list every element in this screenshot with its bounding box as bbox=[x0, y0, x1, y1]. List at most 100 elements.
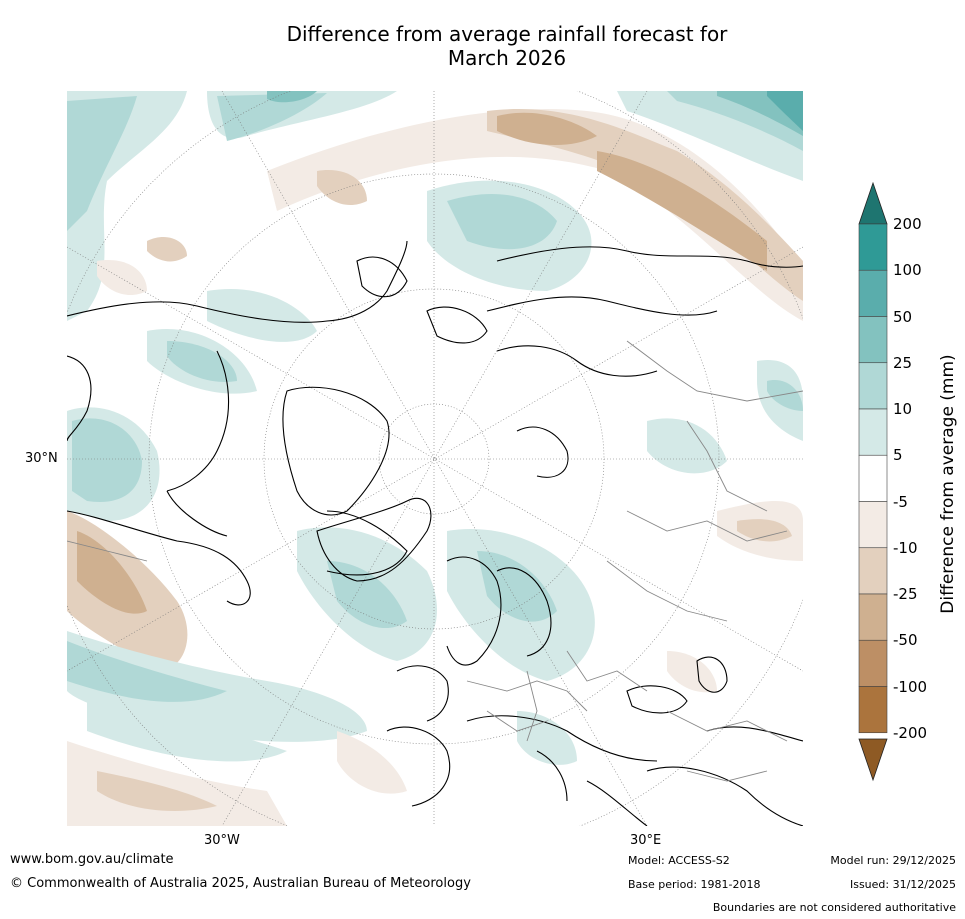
meridian bbox=[67, 246, 803, 672]
wet-area bbox=[767, 380, 803, 411]
country-borders bbox=[67, 340, 803, 782]
border bbox=[666, 710, 788, 742]
coastline bbox=[496, 567, 552, 657]
dry-area bbox=[147, 236, 187, 262]
colorbar-bottom-arrow bbox=[858, 738, 888, 782]
colorbar-tick-label: 10 bbox=[893, 400, 913, 418]
colorbar-segment bbox=[858, 269, 888, 317]
colorbar-segment bbox=[858, 639, 888, 687]
website-link[interactable]: www.bom.gov.au/climate bbox=[10, 852, 174, 867]
coastline bbox=[496, 246, 803, 268]
colorbar-tick-label: -50 bbox=[893, 631, 918, 650]
colorbar-segment bbox=[858, 223, 888, 271]
issued-text: Issued: 31/12/2025 bbox=[849, 878, 956, 891]
wet-area bbox=[67, 96, 137, 231]
coastline bbox=[282, 386, 390, 516]
coastline bbox=[426, 306, 488, 344]
wet-area bbox=[67, 641, 227, 702]
colorbar-top-arrow bbox=[858, 181, 888, 225]
colorbar-tick-label: 5 bbox=[893, 446, 903, 465]
coastline bbox=[496, 345, 658, 377]
title-line-1: Difference from average rainfall forecas… bbox=[286, 22, 728, 46]
border bbox=[626, 510, 788, 542]
coastline bbox=[67, 510, 251, 606]
coastline bbox=[356, 256, 408, 298]
meridian bbox=[67, 246, 803, 672]
title-line-2: March 2026 bbox=[447, 46, 567, 70]
border bbox=[466, 680, 588, 712]
wet-area bbox=[72, 418, 142, 502]
lon-label-30w: 30°W bbox=[204, 833, 240, 848]
border bbox=[526, 670, 538, 742]
dry-area bbox=[97, 771, 217, 811]
graticule bbox=[67, 91, 803, 826]
meridian bbox=[221, 91, 648, 826]
colorbar-segment bbox=[858, 686, 888, 734]
lon-label-30e: 30°E bbox=[630, 833, 662, 848]
coastline bbox=[706, 726, 803, 742]
dry-area bbox=[77, 531, 147, 614]
rainfall-map bbox=[67, 91, 803, 826]
border bbox=[606, 560, 728, 622]
border bbox=[566, 650, 648, 692]
dry-area bbox=[737, 519, 792, 542]
wet-area bbox=[327, 561, 407, 629]
dry-area bbox=[597, 151, 767, 271]
copyright-text: © Commonwealth of Australia 2025, Austra… bbox=[10, 876, 471, 891]
coastlines bbox=[67, 240, 803, 826]
dry-area bbox=[497, 112, 597, 146]
map-svg bbox=[67, 91, 803, 826]
dry-area bbox=[337, 731, 407, 794]
base-period-text: Base period: 1981-2018 bbox=[628, 878, 761, 891]
wet-area bbox=[267, 91, 317, 103]
model-run-text: Model run: 29/12/2025 bbox=[830, 854, 956, 867]
colorbar-segment bbox=[858, 316, 888, 364]
dry-area bbox=[97, 260, 147, 296]
coastline bbox=[396, 665, 449, 722]
colorbar-tick-label: 100 bbox=[893, 261, 922, 280]
anomaly-fields bbox=[67, 91, 803, 826]
colorbar-segment bbox=[858, 501, 888, 549]
coastline bbox=[316, 497, 432, 582]
coastline bbox=[516, 426, 569, 478]
boundaries-note: Boundaries are not considered authoritat… bbox=[712, 901, 956, 914]
colorbar-tick-label: -100 bbox=[893, 677, 928, 696]
colorbar-tick-label: -10 bbox=[893, 538, 918, 557]
colorbar-tick-label: -200 bbox=[893, 723, 928, 742]
coastline bbox=[166, 350, 230, 492]
wet-area bbox=[167, 341, 237, 382]
border bbox=[67, 540, 148, 562]
model-text: Model: ACCESS-S2 bbox=[628, 854, 730, 867]
colorbar bbox=[858, 181, 890, 786]
lat-label-30n: 30°N bbox=[25, 451, 58, 466]
colorbar-title: Difference from average (mm) bbox=[938, 354, 958, 614]
coastline bbox=[536, 750, 568, 802]
wet-area bbox=[217, 93, 327, 141]
dry-area bbox=[67, 741, 287, 826]
coastline bbox=[166, 490, 228, 537]
wet-area bbox=[477, 551, 557, 622]
border bbox=[686, 420, 768, 512]
coastline bbox=[446, 556, 502, 666]
coastline bbox=[696, 656, 728, 693]
colorbar-tick-label: 25 bbox=[893, 353, 913, 372]
colorbar-svg bbox=[858, 181, 888, 782]
colorbar-tick-label: -25 bbox=[893, 585, 918, 603]
colorbar-tick-label: -5 bbox=[893, 492, 908, 511]
border bbox=[686, 770, 768, 782]
colorbar-segment bbox=[858, 454, 888, 502]
dry-area bbox=[667, 651, 717, 693]
coastline bbox=[67, 240, 408, 323]
colorbar-segment bbox=[858, 408, 888, 456]
colorbar-segment bbox=[858, 547, 888, 595]
border bbox=[486, 710, 548, 732]
coastline bbox=[646, 766, 803, 826]
wet-area bbox=[517, 711, 577, 765]
colorbar-segment bbox=[858, 362, 888, 410]
colorbar-tick-label: 200 bbox=[893, 215, 922, 233]
wet-area bbox=[447, 193, 557, 250]
coastline bbox=[67, 355, 92, 442]
border bbox=[626, 340, 803, 402]
coastline bbox=[326, 510, 408, 576]
colorbar-segment bbox=[858, 593, 888, 641]
